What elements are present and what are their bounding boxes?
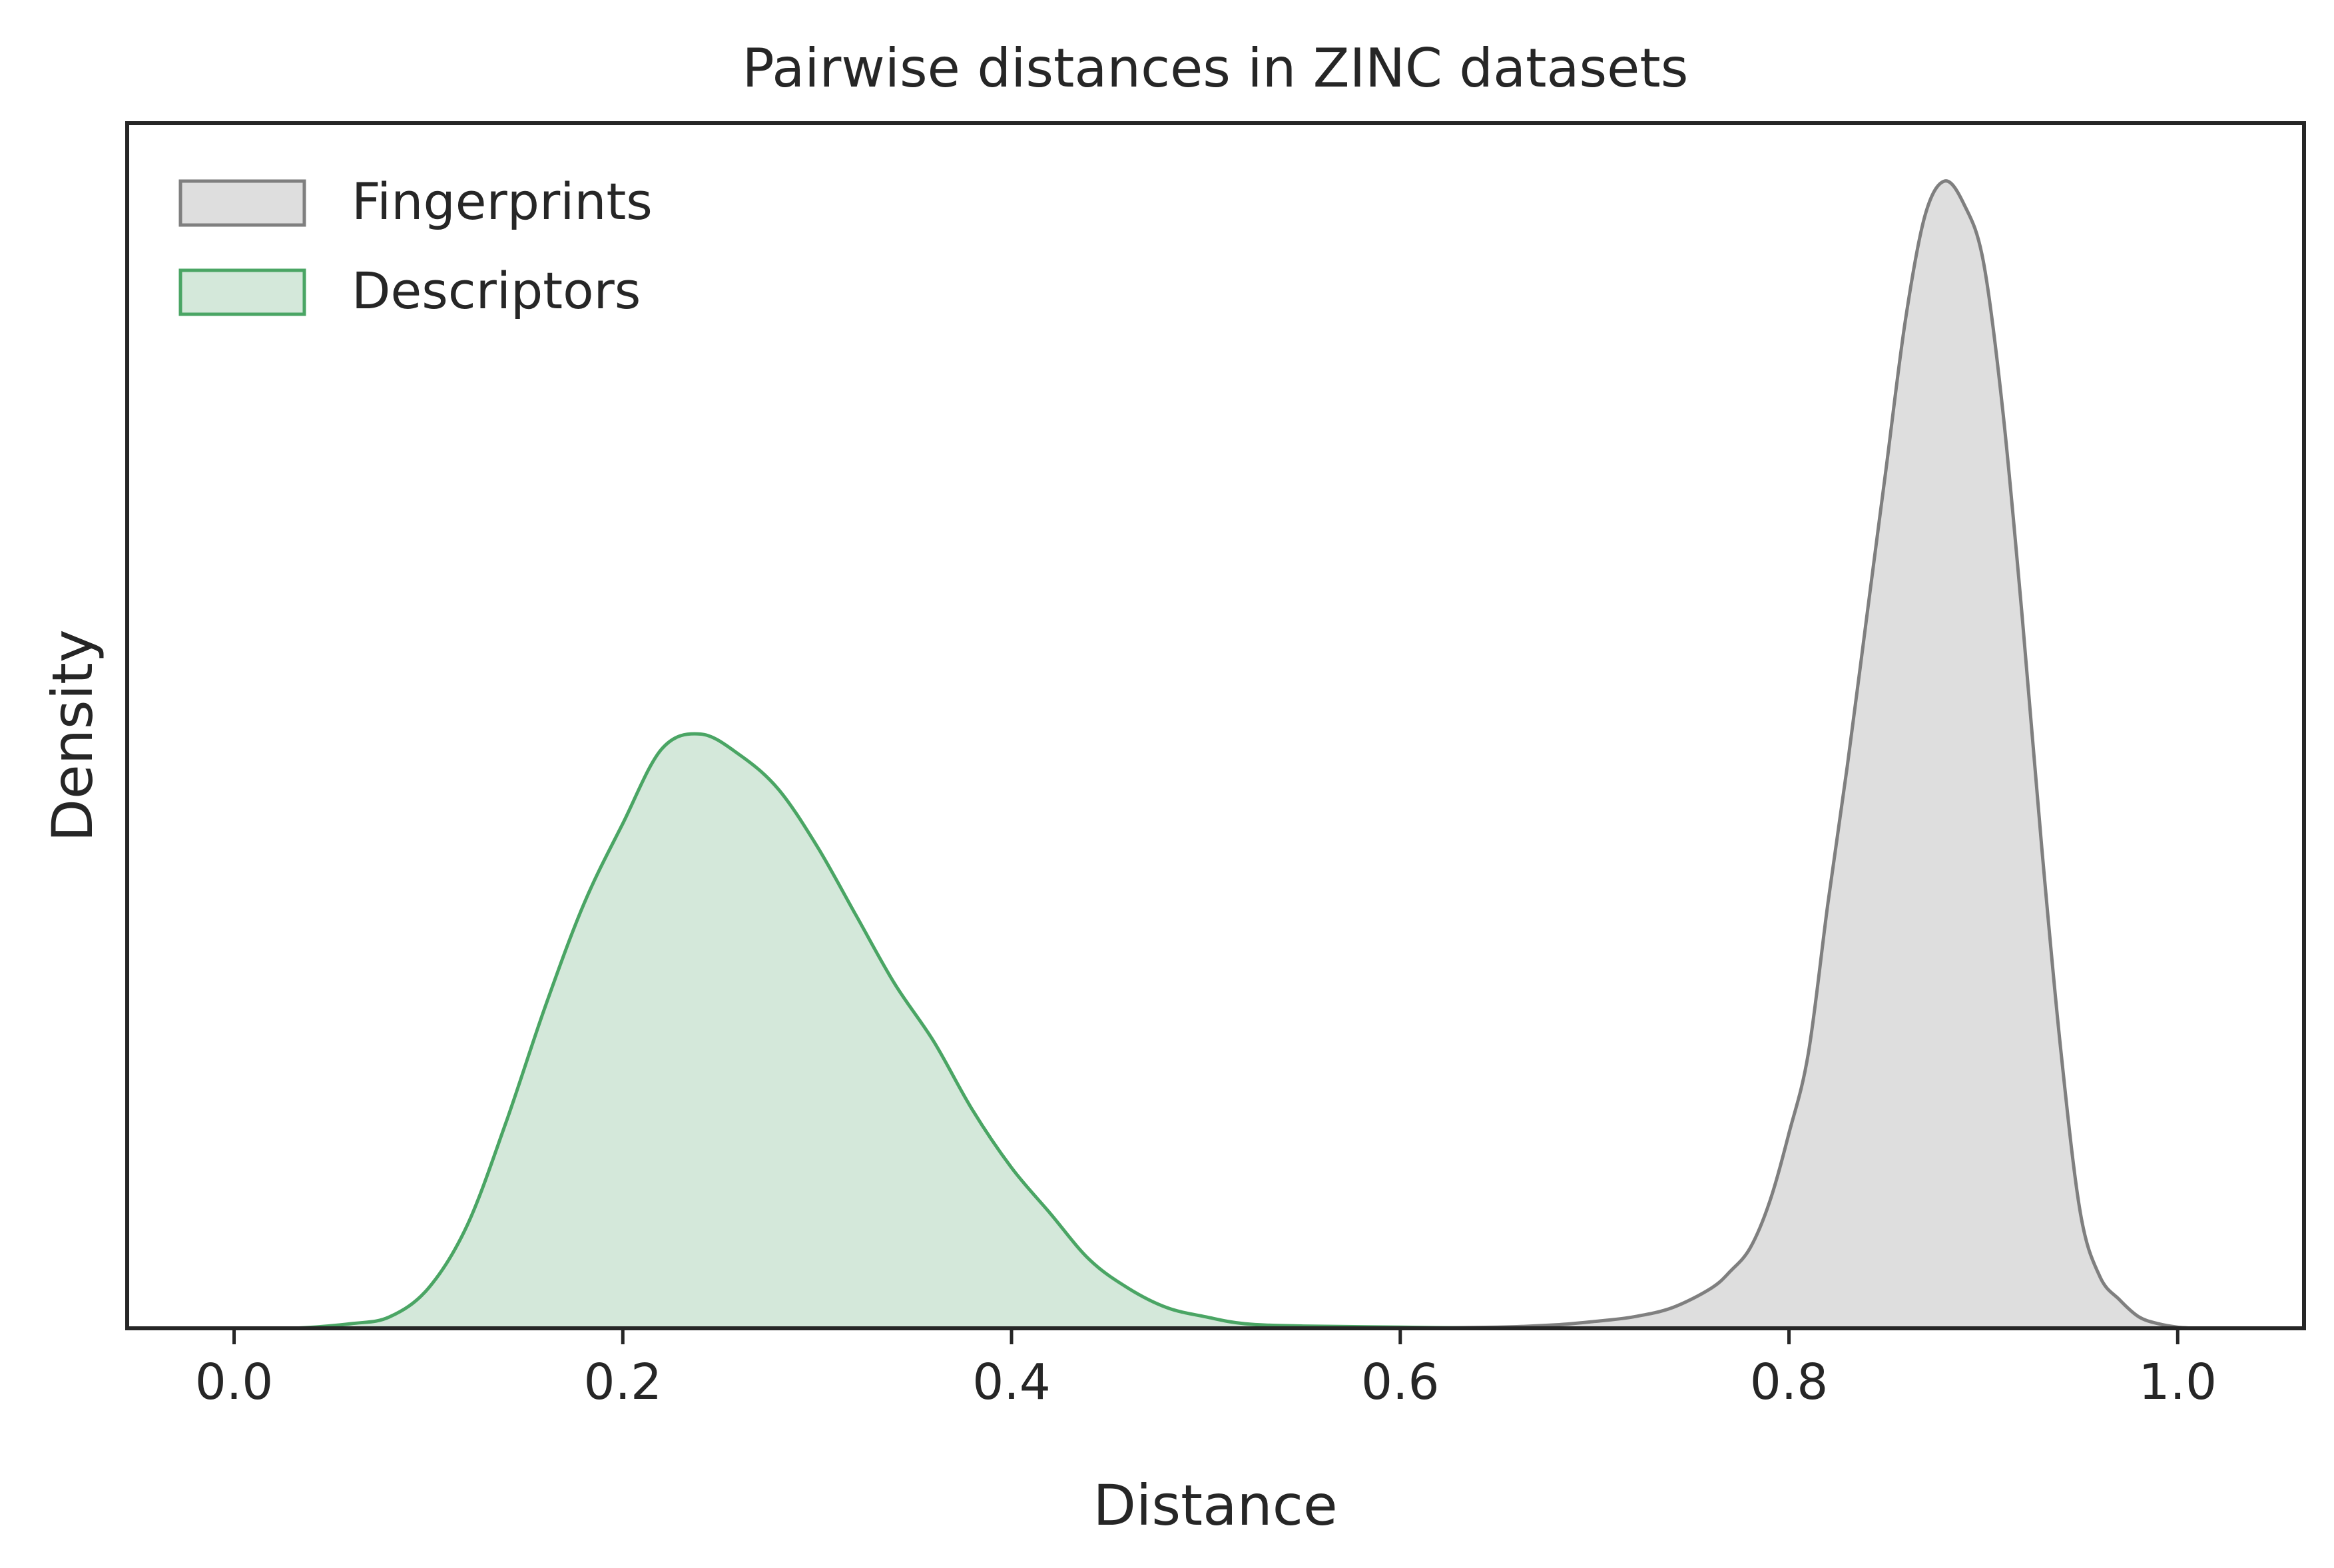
series-area-descriptors <box>234 734 1498 1328</box>
series-area-fingerprints <box>1303 180 2197 1328</box>
x-axis-label: Distance <box>1093 1473 1337 1538</box>
legend-swatch-descriptors <box>178 268 306 316</box>
y-axis-label: Density <box>40 629 105 842</box>
x-tick-label: 0.0 <box>195 1354 274 1411</box>
x-tick-label: 1.0 <box>2138 1354 2217 1411</box>
legend-label-fingerprints: Fingerprints <box>352 172 653 231</box>
x-axis-ticks: 0.0 0.2 0.4 0.6 0.8 1.0 <box>195 1328 2217 1411</box>
x-tick-label: 0.8 <box>1750 1354 1829 1411</box>
series-line-fingerprints <box>1303 179 2197 1330</box>
legend-swatch-fingerprints <box>178 179 306 227</box>
plot-frame <box>125 121 2306 1330</box>
series-line-descriptors <box>234 732 1498 1330</box>
legend-label-descriptors: Descriptors <box>352 261 641 320</box>
x-tick-label: 0.6 <box>1361 1354 1440 1411</box>
chart-title: Pairwise distances in ZINC datasets <box>742 37 1689 99</box>
x-tick-label: 0.4 <box>972 1354 1051 1411</box>
legend: Fingerprints Descriptors <box>178 172 653 320</box>
x-tick-label: 0.2 <box>583 1354 662 1411</box>
series-layer <box>234 179 2197 1330</box>
